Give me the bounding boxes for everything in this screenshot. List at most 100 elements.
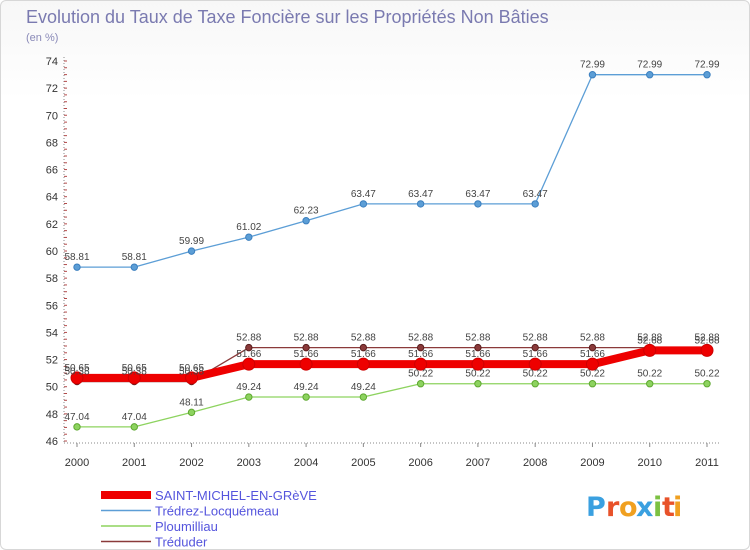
data-label-ploumilliau: 50.22	[408, 369, 433, 380]
data-label-saint-michel-en-greve: 51.66	[351, 349, 376, 360]
y-tick-label: 58	[46, 273, 58, 285]
data-label-treduder: 50.38	[122, 367, 147, 378]
x-tick-label: 2003	[237, 457, 261, 469]
logo-letter: o	[619, 492, 638, 523]
data-label-saint-michel-en-greve: 51.66	[580, 349, 605, 360]
data-point-tredrez-locquemeau	[703, 71, 711, 79]
data-point-ploumilliau	[187, 408, 196, 417]
x-tick-label: 2006	[408, 457, 432, 469]
legend-label-ploumilliau: Ploumilliau	[155, 519, 218, 534]
data-label-tredrez-locquemeau: 58.81	[122, 252, 147, 263]
series-line-ploumilliau	[77, 383, 707, 428]
data-label-saint-michel-en-greve: 51.66	[465, 349, 490, 360]
data-label-ploumilliau: 50.22	[637, 369, 662, 380]
data-label-saint-michel-en-greve: 50.65	[122, 363, 147, 374]
data-point-tredrez-locquemeau	[416, 200, 425, 208]
data-label-treduder: 52.88	[294, 333, 319, 344]
logo-letter: P	[586, 492, 606, 523]
x-tick-label: 2000	[65, 457, 89, 469]
data-point-treduder	[531, 343, 539, 352]
data-label-saint-michel-en-greve: 51.66	[408, 349, 433, 360]
data-label-tredrez-locquemeau: 63.47	[523, 189, 548, 200]
data-point-saint-michel-en-greve	[185, 371, 199, 385]
data-label-treduder: 50.38	[179, 367, 204, 378]
data-label-saint-michel-en-greve: 52.68	[637, 335, 662, 346]
data-point-ploumilliau	[588, 380, 597, 388]
data-point-tredrez-locquemeau	[646, 71, 654, 79]
data-point-tredrez-locquemeau	[187, 247, 196, 255]
data-point-tredrez-locquemeau	[588, 71, 597, 79]
y-tick-label: 56	[46, 300, 58, 312]
x-tick-label: 2007	[466, 457, 490, 469]
data-label-treduder: 52.88	[351, 333, 376, 344]
data-label-treduder: 52.88	[465, 333, 490, 344]
data-label-treduder: 52.88	[637, 333, 662, 344]
logo-letter: r	[606, 492, 620, 523]
data-point-ploumilliau	[359, 393, 368, 401]
data-label-ploumilliau: 50.22	[580, 369, 605, 380]
data-label-ploumilliau: 47.04	[122, 412, 147, 423]
data-label-tredrez-locquemeau: 59.99	[179, 236, 204, 247]
legend: SAINT-MICHEL-EN-GRèVETrédrez-LocquémeauP…	[101, 488, 317, 549]
data-point-ploumilliau	[416, 380, 425, 388]
data-point-tredrez-locquemeau	[531, 200, 539, 208]
data-label-tredrez-locquemeau: 72.99	[580, 60, 605, 71]
data-point-ploumilliau	[73, 423, 81, 431]
data-label-tredrez-locquemeau: 62.23	[294, 206, 319, 217]
x-tick-label: 2011	[695, 457, 719, 469]
data-label-ploumilliau: 49.24	[294, 382, 319, 393]
data-label-treduder: 52.88	[236, 333, 261, 344]
y-tick-label: 52	[46, 355, 58, 367]
data-point-saint-michel-en-greve	[528, 357, 542, 371]
data-label-saint-michel-en-greve: 51.66	[294, 349, 319, 360]
data-point-saint-michel-en-greve	[585, 357, 599, 371]
data-label-tredrez-locquemeau: 61.02	[236, 222, 261, 233]
data-point-ploumilliau	[646, 380, 654, 388]
y-tick-label: 46	[46, 436, 58, 448]
data-label-ploumilliau: 50.22	[465, 369, 490, 380]
series-line-saint-michel-en-greve	[77, 346, 707, 382]
data-point-treduder	[588, 343, 597, 352]
data-point-tredrez-locquemeau	[302, 217, 310, 225]
x-tick-label: 2008	[523, 457, 547, 469]
y-tick-label: 62	[46, 219, 58, 231]
logo-letter: t	[662, 492, 675, 523]
data-point-saint-michel-en-greve	[700, 343, 714, 357]
legend-label-saint-michel-en-greve: SAINT-MICHEL-EN-GRèVE	[155, 488, 317, 503]
y-tick-label: 66	[46, 165, 58, 177]
logo-letter: i	[673, 492, 682, 523]
data-point-ploumilliau	[130, 423, 138, 431]
x-tick-label: 2009	[580, 457, 604, 469]
data-label-saint-michel-en-greve: 52.68	[694, 335, 719, 346]
data-point-tredrez-locquemeau	[245, 233, 253, 241]
logo-letter: x	[636, 492, 653, 523]
data-label-tredrez-locquemeau: 72.99	[694, 60, 719, 71]
data-label-saint-michel-en-greve: 51.66	[523, 349, 548, 360]
data-label-tredrez-locquemeau: 63.47	[465, 189, 490, 200]
x-tick-label: 2004	[294, 457, 318, 469]
data-label-treduder: 50.38	[64, 367, 89, 378]
logo-letter: i	[653, 492, 662, 523]
data-point-tredrez-locquemeau	[130, 263, 138, 271]
data-point-saint-michel-en-greve	[299, 357, 313, 371]
x-tick-label: 2005	[351, 457, 375, 469]
data-point-saint-michel-en-greve	[127, 371, 141, 385]
y-tick-label: 74	[46, 56, 58, 68]
y-tick-label: 64	[46, 192, 58, 204]
x-tick-label: 2010	[637, 457, 661, 469]
y-tick-label: 50	[46, 382, 58, 394]
data-point-ploumilliau	[474, 380, 482, 388]
data-point-ploumilliau	[531, 380, 539, 388]
y-tick-label: 54	[46, 327, 58, 339]
legend-label-tredrez-locquemeau: Trédrez-Locquémeau	[155, 504, 279, 519]
data-label-saint-michel-en-greve: 51.66	[236, 349, 261, 360]
data-point-treduder	[359, 343, 368, 352]
data-label-tredrez-locquemeau: 72.99	[637, 60, 662, 71]
data-point-treduder	[302, 343, 310, 352]
data-point-treduder	[416, 343, 425, 352]
data-point-tredrez-locquemeau	[474, 200, 482, 208]
data-label-ploumilliau: 48.11	[179, 397, 204, 408]
